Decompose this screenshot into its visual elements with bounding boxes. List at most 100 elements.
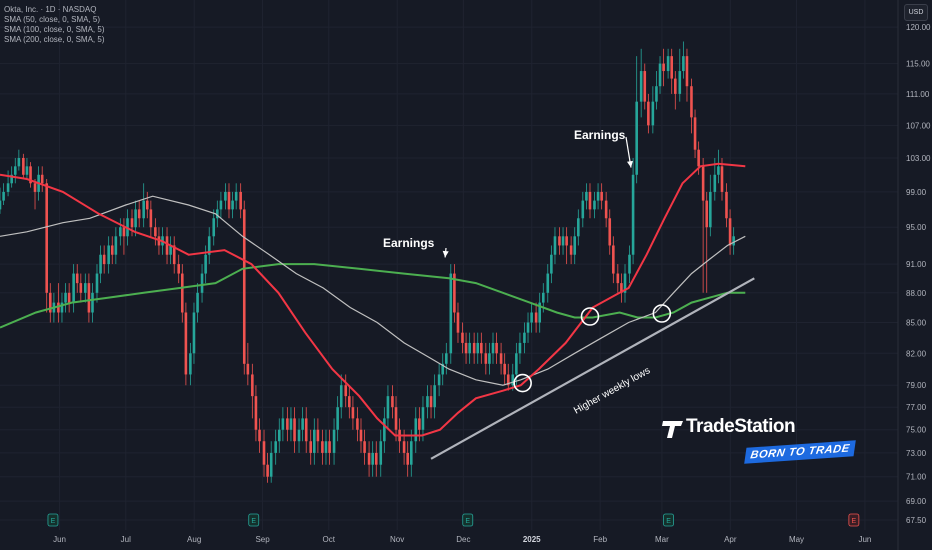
x-tick-label: Feb <box>593 535 607 544</box>
x-tick-label: Nov <box>390 535 404 544</box>
y-tick-label: 82.00 <box>906 349 927 358</box>
currency-button[interactable]: USD <box>904 4 928 21</box>
candle-body <box>2 191 5 201</box>
candle-body <box>409 441 413 465</box>
x-tick-label: May <box>789 535 804 544</box>
candle-body <box>600 191 603 201</box>
candle-body <box>421 407 425 430</box>
candle-body <box>324 441 328 453</box>
legend-sma200[interactable]: SMA (200, close, 0, SMA, 5) <box>4 35 105 44</box>
candle-body <box>344 385 348 397</box>
earnings-marker <box>462 513 474 527</box>
candle-body <box>29 166 32 184</box>
candle-body <box>180 273 184 313</box>
candle-body <box>565 236 568 246</box>
candle-body <box>177 264 181 274</box>
candle-body <box>169 245 172 255</box>
sma50-line <box>0 162 746 437</box>
candle-body <box>697 149 700 167</box>
candle-body <box>328 441 331 453</box>
candle-body <box>313 429 316 453</box>
earnings-marker <box>848 513 860 527</box>
candle-body <box>301 418 304 430</box>
candle-body <box>204 254 207 274</box>
y-tick-label: 69.00 <box>906 497 927 506</box>
candle-body <box>212 218 216 237</box>
candle-body <box>558 236 561 246</box>
earnings-marker-label: E <box>852 518 857 525</box>
x-tick-label: Aug <box>187 535 201 544</box>
candle-body <box>511 374 515 386</box>
candle-body <box>464 342 468 354</box>
crossover-circle <box>652 304 672 323</box>
candle-body <box>418 418 421 430</box>
candle-body <box>453 273 456 313</box>
candle-body <box>499 353 503 364</box>
candle-body <box>468 342 471 354</box>
candle-body <box>530 312 533 323</box>
candle-body <box>588 191 592 210</box>
candle-body <box>713 174 717 192</box>
brand-watermark: TradeStation BORN TO TRADE <box>662 416 856 472</box>
candle-body <box>491 342 495 354</box>
candle-body <box>506 374 510 386</box>
indicator-legend: Okta, Inc. · 1D · NASDAQ SMA (50, close,… <box>4 5 104 45</box>
candle-body <box>289 418 293 430</box>
candle-body <box>526 322 530 333</box>
sma100-line <box>0 195 746 386</box>
candle-body <box>99 254 102 274</box>
candle-body <box>577 218 580 237</box>
candle-body <box>339 385 343 408</box>
candle-body <box>593 200 596 210</box>
y-tick-label: 67.50 <box>906 516 927 525</box>
candle-body <box>277 429 281 442</box>
x-tick-label: Sep <box>255 535 270 544</box>
time-axis[interactable]: Jun Jul Aug Sep Oct Nov Dec 2025 Feb Mar Apr May Jun <box>53 535 871 544</box>
candle-body <box>145 200 149 210</box>
candle-body <box>503 363 506 375</box>
earnings-marker <box>663 513 674 527</box>
earnings-marker <box>248 513 260 527</box>
candle-body <box>523 332 526 343</box>
candle-body <box>728 218 732 246</box>
candle-body <box>635 101 638 175</box>
y-tick-label: 73.00 <box>906 449 927 458</box>
candle-body <box>13 166 17 175</box>
candle-body <box>224 191 227 201</box>
candle-body <box>351 407 355 419</box>
candle-body <box>561 236 565 246</box>
candle-body <box>426 396 429 408</box>
candle-body <box>655 86 658 102</box>
candle-body <box>67 292 71 303</box>
candle-body <box>0 200 2 210</box>
candle-body <box>449 273 453 354</box>
price-axis[interactable]: 120.00 115.00 111.00 107.00 103.00 99.00 95.00… <box>906 23 931 525</box>
candle-body <box>192 312 196 354</box>
y-tick-label: 103.00 <box>906 154 931 163</box>
legend-sma50[interactable]: SMA (50, close, 0, SMA, 5) <box>4 15 101 24</box>
candle-body <box>114 236 118 255</box>
legend-sma100[interactable]: SMA (100, close, 0, SMA, 5) <box>4 25 105 34</box>
candle-body <box>673 78 677 94</box>
candle-body <box>25 166 29 175</box>
y-tick-label: 115.00 <box>906 60 930 69</box>
candle-body <box>274 441 277 453</box>
candle-body <box>495 342 498 354</box>
candle-body <box>367 452 371 465</box>
earnings-marker-label: E <box>666 518 671 525</box>
candle-body <box>137 209 141 219</box>
candle-body <box>251 374 254 397</box>
earnings-label-mar: Earnings <box>574 128 626 142</box>
candle-body <box>585 191 588 201</box>
candle-body <box>359 429 363 442</box>
legend-title[interactable]: Okta, Inc. · 1D · NASDAQ <box>4 5 97 14</box>
candles <box>0 41 735 483</box>
earnings-marker-label: E <box>51 518 56 525</box>
candle-body <box>608 218 612 246</box>
candle-body <box>231 200 234 210</box>
candle-body <box>321 441 324 453</box>
candle-body <box>484 353 488 364</box>
candle-body <box>569 245 573 255</box>
candle-body <box>670 56 674 79</box>
